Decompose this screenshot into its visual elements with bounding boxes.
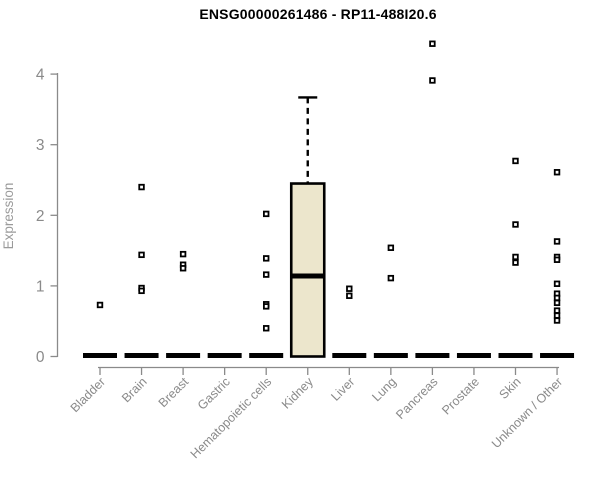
data-point [553, 280, 561, 287]
data-point [138, 251, 145, 259]
data-point [179, 250, 187, 258]
category-label: Hematopoietic cells [188, 375, 275, 462]
data-point [553, 256, 561, 263]
y-axis-title: Expression [1, 183, 16, 250]
data-point [346, 285, 353, 292]
category-label: Liver [328, 375, 357, 404]
zero-median-bar [207, 353, 242, 358]
category-label: Unknown / Other [489, 375, 565, 451]
category-label: Breast [156, 374, 192, 410]
data-point [553, 312, 561, 319]
y-tick-label: 3 [36, 137, 45, 154]
zero-median-bar [415, 353, 450, 358]
zero-median-bar [498, 353, 533, 358]
y-tick-label: 1 [36, 278, 45, 295]
data-point [262, 210, 270, 218]
category-label: Skin [497, 375, 524, 402]
data-point [553, 294, 561, 302]
zero-median-bar [124, 353, 159, 358]
data-point [262, 325, 270, 332]
data-point [262, 303, 270, 310]
data-point [138, 287, 145, 295]
zero-median-bar [332, 353, 367, 358]
data-point [179, 265, 187, 272]
boxplot-box [289, 182, 326, 358]
category-label: Prostate [439, 375, 482, 418]
data-point [387, 274, 395, 282]
data-point [512, 253, 519, 261]
category-label: Brain [119, 375, 150, 406]
data-point [553, 317, 561, 324]
category-label: Gastric [195, 375, 233, 413]
data-point [553, 307, 561, 314]
zero-median-bar [540, 353, 575, 358]
data-point [262, 271, 270, 278]
zero-median-bar [373, 353, 408, 358]
chart-title: ENSG00000261486 - RP11-488I20.6 [199, 6, 437, 22]
y-tick-label: 0 [36, 349, 45, 366]
y-tick-label: 4 [36, 67, 45, 84]
zero-median-bar [249, 353, 284, 358]
zero-median-bar [166, 353, 201, 358]
data-point [387, 244, 395, 251]
zero-median-bar [456, 353, 491, 358]
data-point [553, 169, 561, 176]
data-point [346, 292, 353, 299]
category-label: Bladder [68, 375, 108, 415]
data-point [553, 299, 561, 307]
data-point [138, 183, 145, 191]
category-label: Kidney [279, 374, 316, 411]
data-point [553, 238, 561, 245]
data-point [429, 77, 436, 84]
zero-median-bar [83, 353, 117, 358]
data-point [429, 40, 436, 47]
y-tick-label: 2 [36, 208, 45, 225]
category-label: Lung [369, 375, 399, 405]
data-point [96, 301, 104, 309]
category-label: Pancreas [393, 375, 440, 422]
data-point [512, 157, 519, 165]
data-point [512, 259, 519, 266]
data-point [512, 221, 519, 228]
data-point [262, 255, 270, 262]
